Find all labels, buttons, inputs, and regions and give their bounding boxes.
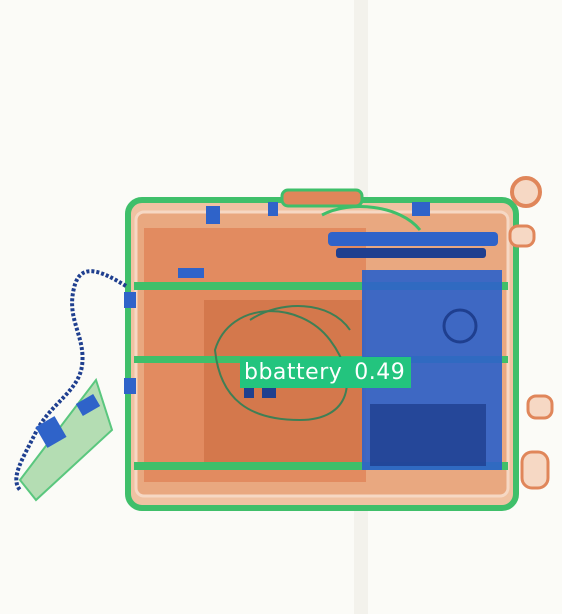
- detection-score: 0.49: [354, 360, 406, 385]
- detection-label: bbattery 0.49: [240, 357, 412, 388]
- luggage-tag: [14, 269, 128, 502]
- detection-class: bbattery: [244, 360, 343, 385]
- suitcase: [124, 176, 554, 511]
